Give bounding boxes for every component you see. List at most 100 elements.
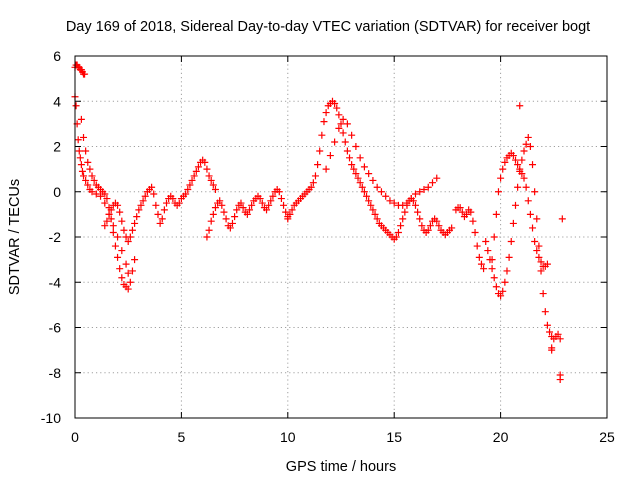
data-point (203, 233, 211, 241)
data-point (188, 176, 196, 184)
data-marks-layer (71, 61, 566, 384)
data-point (314, 161, 322, 169)
data-point (80, 172, 88, 180)
data-point (107, 206, 115, 214)
data-point (458, 208, 466, 216)
data-point (74, 136, 82, 144)
data-point (103, 217, 111, 225)
data-point (369, 206, 377, 214)
data-point (418, 222, 426, 230)
data-point (533, 215, 541, 223)
data-point (101, 199, 109, 207)
data-point (318, 131, 326, 139)
data-point (509, 152, 517, 160)
data-point (373, 183, 381, 191)
data-point (505, 253, 513, 261)
data-point (124, 269, 132, 277)
data-point (116, 208, 124, 216)
data-point (186, 181, 194, 189)
data-point (399, 201, 407, 209)
data-point (120, 226, 128, 234)
grid-layer (75, 56, 607, 418)
data-point (399, 215, 407, 223)
data-point (501, 158, 509, 166)
data-point (518, 156, 526, 164)
data-point (207, 217, 215, 225)
y-axis-label: SDTVAR / TECUs (7, 179, 23, 295)
data-point (222, 215, 230, 223)
data-point (507, 238, 515, 246)
data-point (377, 188, 385, 196)
data-point (88, 188, 96, 196)
data-point (116, 265, 124, 273)
data-point (267, 197, 275, 205)
data-point (435, 222, 443, 230)
data-point (543, 321, 551, 329)
data-point (529, 161, 537, 169)
data-point (118, 274, 126, 282)
data-point (126, 233, 134, 241)
data-point (360, 163, 368, 171)
data-point (471, 228, 479, 236)
data-point (369, 176, 377, 184)
data-point (373, 215, 381, 223)
data-point (365, 197, 373, 205)
data-point (150, 190, 158, 198)
data-point (511, 201, 519, 209)
data-point (492, 283, 500, 291)
data-point (524, 133, 532, 141)
data-point (256, 195, 264, 203)
data-point (288, 206, 296, 214)
data-point (331, 138, 339, 146)
data-point (80, 133, 88, 141)
data-point (152, 201, 160, 209)
data-point (497, 174, 505, 182)
data-point (477, 260, 485, 268)
data-point (76, 154, 84, 162)
data-point (420, 185, 428, 193)
data-point (118, 247, 126, 255)
data-point (469, 217, 477, 225)
data-point (339, 129, 347, 137)
data-point (277, 195, 285, 203)
data-point (88, 172, 96, 180)
data-point (497, 292, 505, 300)
x-tick-label: 20 (493, 429, 509, 445)
data-point (84, 181, 92, 189)
data-point (122, 260, 130, 268)
data-point (77, 115, 85, 123)
data-point (548, 346, 556, 354)
data-point (539, 290, 547, 298)
y-tick-label: 0 (53, 184, 61, 200)
data-point (275, 188, 283, 196)
data-point (463, 210, 471, 218)
data-point (531, 188, 539, 196)
data-point (509, 219, 517, 227)
data-point (346, 154, 354, 162)
data-point (490, 274, 498, 282)
data-point (335, 124, 343, 132)
data-point (114, 233, 122, 241)
data-point (429, 179, 437, 187)
data-point (339, 115, 347, 123)
data-point (160, 206, 168, 214)
data-point (537, 267, 545, 275)
data-point (529, 224, 537, 232)
data-point (154, 210, 162, 218)
x-tick-label: 10 (280, 429, 296, 445)
data-point (526, 210, 534, 218)
data-point (416, 188, 424, 196)
data-point (233, 206, 241, 214)
data-point (426, 222, 434, 230)
data-point (139, 197, 147, 205)
data-point (467, 208, 475, 216)
y-tick-label: 6 (53, 48, 61, 64)
ticks-layer: 0 5 10 15 20 25 -10 -8 -6 -4 -2 0 2 4 6 (41, 48, 615, 445)
data-point (365, 170, 373, 178)
data-point (488, 256, 496, 264)
data-point (401, 208, 409, 216)
data-point (554, 330, 562, 338)
data-point (311, 172, 319, 180)
data-point (490, 233, 498, 241)
